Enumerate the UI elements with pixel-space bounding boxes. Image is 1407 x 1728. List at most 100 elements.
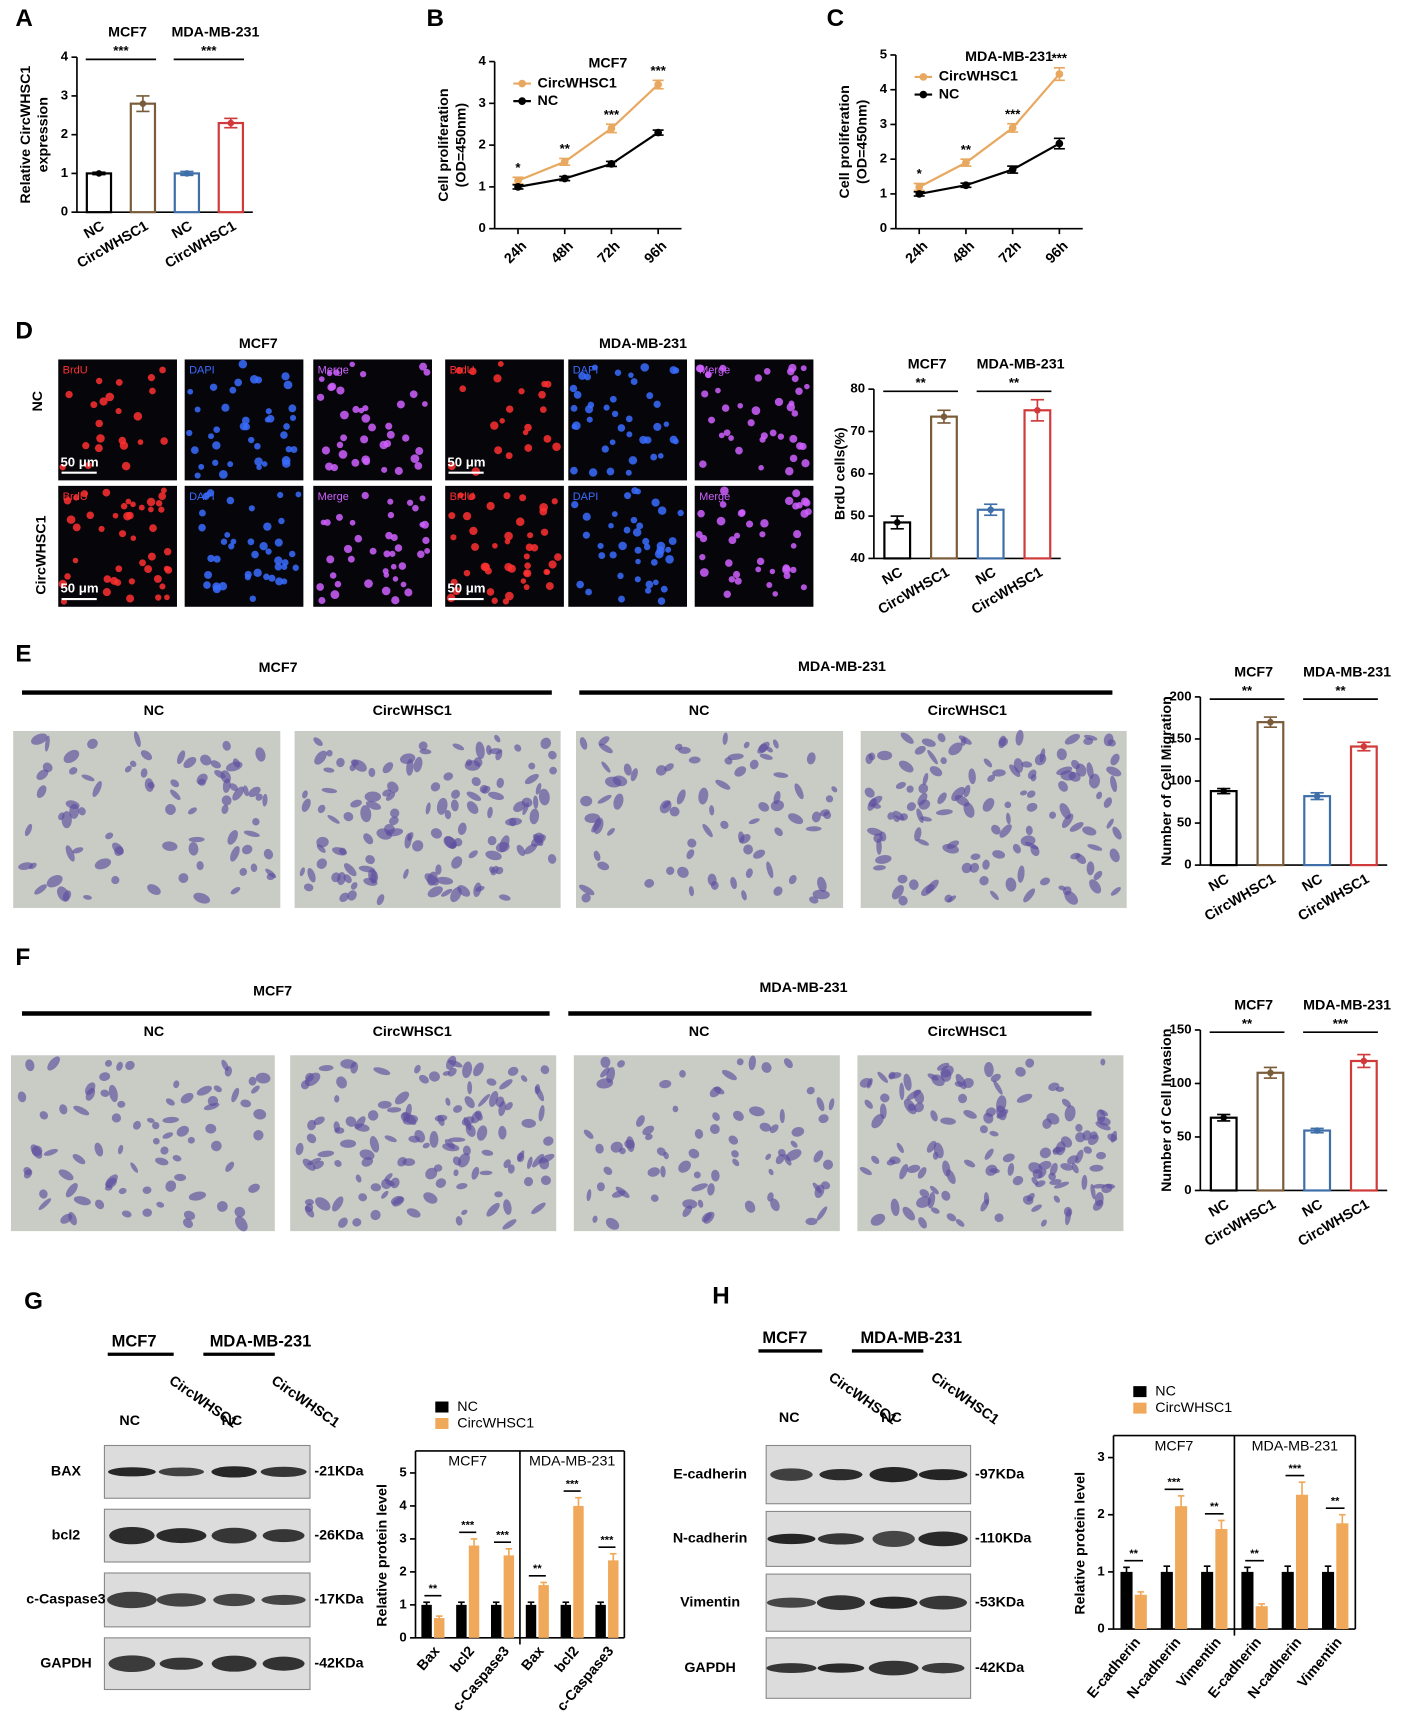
bar — [1201, 1571, 1214, 1630]
panel-label: A — [15, 5, 32, 32]
legend-swatch — [435, 1401, 449, 1413]
y-axis-label: Number of Cell Invasion — [1159, 1029, 1175, 1192]
cell — [1039, 877, 1051, 886]
y-tick-label: 1 — [1097, 1563, 1104, 1578]
cell — [903, 1073, 912, 1091]
cell — [1039, 1147, 1052, 1159]
cell-dot — [634, 576, 641, 583]
legend-label: NC — [1155, 1383, 1176, 1399]
cell — [709, 805, 715, 816]
cell — [435, 1178, 447, 1188]
cell-dot — [198, 509, 206, 517]
y-tick-label: 3 — [1097, 1449, 1104, 1464]
bar — [1281, 1571, 1294, 1630]
size-label: -17KDa — [314, 1592, 364, 1608]
cell — [61, 811, 72, 829]
cell-dot — [207, 554, 215, 563]
cell — [243, 830, 260, 838]
bar — [1336, 1523, 1349, 1630]
group-label: MCF7 — [908, 357, 947, 373]
cell — [805, 1217, 818, 1226]
cell — [992, 850, 1006, 859]
cell-dot — [318, 596, 326, 605]
cell-dot — [361, 414, 371, 423]
cell — [503, 1199, 512, 1215]
significance: *** — [566, 1478, 580, 1490]
band — [869, 1596, 918, 1609]
cell — [722, 732, 728, 745]
y-tick-label: 150 — [1170, 730, 1192, 745]
legend-marker — [518, 79, 526, 88]
bar — [538, 1585, 549, 1638]
band — [872, 1530, 915, 1547]
cell — [880, 1093, 890, 1103]
cell-dot — [790, 566, 797, 574]
cell-dot — [419, 495, 426, 502]
cell — [992, 769, 1006, 777]
point — [514, 183, 522, 191]
cell-dot — [72, 557, 79, 564]
cell-dot — [628, 372, 634, 378]
cell-dot — [66, 515, 76, 524]
cell — [1075, 1123, 1083, 1132]
data-point — [95, 170, 103, 177]
cell — [39, 1111, 49, 1120]
point — [1008, 124, 1017, 132]
bar — [1160, 1571, 1173, 1630]
cell — [453, 1169, 459, 1177]
band — [919, 1595, 967, 1610]
point — [1008, 165, 1017, 174]
cell-dot — [247, 538, 255, 546]
cell — [165, 804, 176, 815]
cell-dot — [125, 498, 132, 505]
cell — [732, 1158, 740, 1167]
cell — [180, 1092, 194, 1104]
cell — [390, 808, 400, 818]
point — [962, 181, 970, 190]
cell-dot — [394, 544, 403, 552]
legend-label: CircWHSC1 — [457, 1415, 534, 1431]
cell — [1058, 780, 1068, 792]
cell — [533, 795, 539, 809]
cell — [865, 753, 874, 765]
cell-dot — [281, 372, 290, 381]
cell — [343, 863, 357, 877]
cell-dot — [760, 519, 769, 528]
cell-line-label: MCF7 — [253, 983, 292, 999]
cell-dot — [450, 534, 457, 541]
cell — [709, 1124, 720, 1135]
cell — [914, 745, 926, 755]
cell — [1031, 1177, 1039, 1186]
cell-dot — [352, 405, 360, 414]
cell — [906, 802, 916, 812]
cell — [887, 812, 895, 820]
cell — [73, 1105, 90, 1116]
cell — [117, 1100, 126, 1108]
cell — [473, 882, 482, 898]
cell-dot — [571, 500, 579, 509]
cell — [909, 879, 919, 890]
cell — [252, 817, 260, 826]
cell — [327, 815, 340, 824]
cell-dot — [415, 447, 424, 456]
cell — [918, 1217, 927, 1229]
x-tick-label: Bax — [519, 1644, 548, 1674]
cell — [406, 1208, 421, 1218]
cell-dot — [653, 400, 661, 408]
condition-label: NC — [144, 1024, 165, 1040]
cell-dot — [551, 498, 558, 505]
cell — [1034, 753, 1047, 766]
cell — [1026, 802, 1038, 812]
cell — [1075, 1149, 1084, 1164]
y-axis-label: expression — [36, 97, 52, 172]
bar — [1175, 1506, 1188, 1630]
group-label: MDA-MB-231 — [171, 25, 259, 41]
cell — [243, 785, 249, 797]
size-label: -42KDa — [314, 1655, 364, 1671]
cell — [475, 741, 485, 760]
cell-dot — [349, 519, 356, 526]
cell-dot — [263, 573, 270, 581]
cell — [677, 866, 689, 878]
channel-label: DAPI — [189, 491, 215, 503]
cell — [1049, 1162, 1058, 1176]
